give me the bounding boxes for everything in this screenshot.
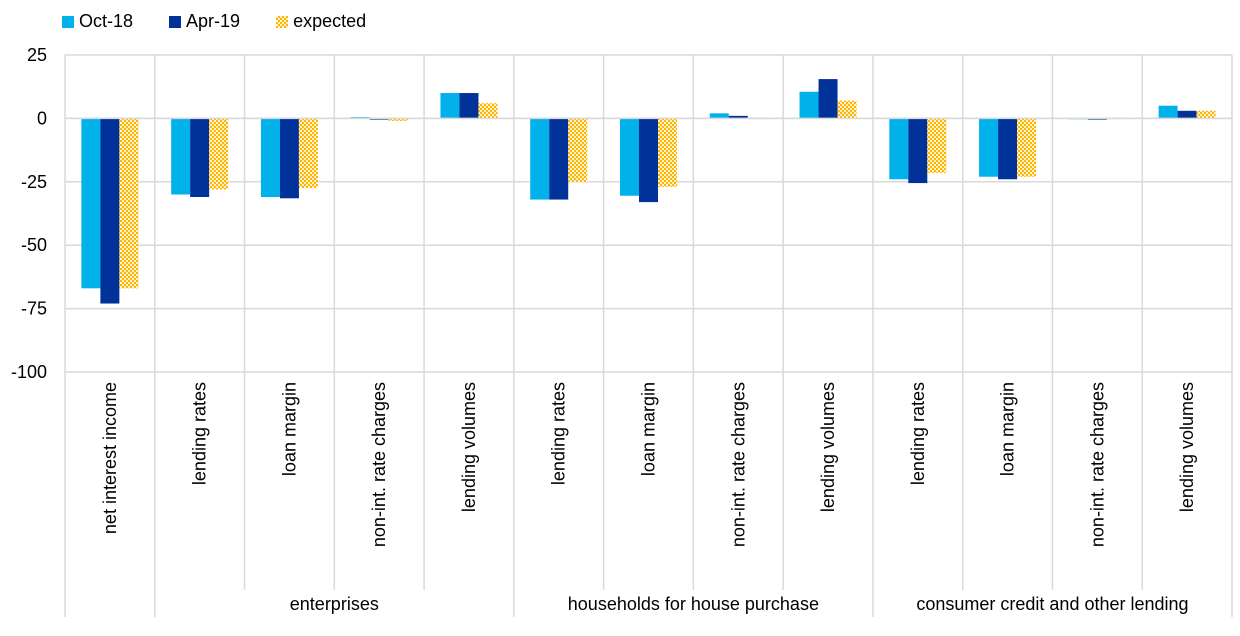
- bar-oct-18: [1158, 105, 1178, 119]
- bar-oct-18: [979, 118, 999, 177]
- legend-swatch: [169, 15, 182, 28]
- bar-oct-18: [440, 93, 460, 119]
- category-label: loan margin: [639, 382, 659, 476]
- bar-expected: [209, 118, 229, 190]
- bar-oct-18: [260, 118, 280, 198]
- bar-apr-19: [908, 118, 928, 184]
- bar-oct-18: [620, 118, 639, 196]
- bar-apr-19: [998, 118, 1018, 180]
- legend-item: Apr-19: [169, 11, 240, 32]
- legend-item: expected: [276, 11, 366, 32]
- bar-expected: [1196, 110, 1216, 119]
- bar-apr-19: [639, 118, 658, 203]
- category-label: lending rates: [190, 382, 210, 485]
- category-label: non-int. rate charges: [728, 382, 748, 547]
- bar-apr-19: [190, 118, 210, 198]
- bar-apr-19: [459, 93, 479, 119]
- bar-expected: [119, 118, 139, 289]
- category-label: lending volumes: [1177, 382, 1197, 512]
- category-label: lending volumes: [818, 382, 838, 512]
- y-tick-label: -100: [11, 362, 47, 382]
- legend-swatch: [62, 15, 74, 28]
- bar-expected: [568, 118, 588, 182]
- y-tick-label: 25: [27, 45, 47, 65]
- bar-expected: [298, 118, 318, 189]
- bar-apr-19: [818, 79, 838, 119]
- legend-label: expected: [293, 11, 367, 31]
- category-label: loan margin: [998, 382, 1018, 476]
- y-tick-label: -75: [21, 299, 47, 319]
- bar-apr-19: [279, 118, 299, 199]
- category-label: loan margin: [279, 382, 299, 476]
- bar-apr-19: [1177, 110, 1197, 119]
- legend-label: Apr-19: [186, 11, 241, 31]
- category-label: net interest income: [100, 382, 120, 534]
- legend-swatch: [276, 15, 289, 28]
- bar-oct-18: [799, 91, 819, 119]
- chart-legend: Oct-18 Apr-19 expected: [62, 11, 402, 32]
- y-tick-label: -25: [21, 172, 47, 192]
- category-label: lending rates: [549, 382, 569, 485]
- bar-oct-18: [171, 118, 191, 195]
- legend-label: Oct-18: [79, 11, 134, 31]
- bar-oct-18: [530, 118, 550, 200]
- bar-expected: [837, 100, 857, 119]
- bar-expected: [658, 118, 677, 187]
- bar-oct-18: [709, 113, 729, 119]
- bar-oct-18: [81, 118, 101, 289]
- group-label: consumer credit and other lending: [916, 594, 1188, 614]
- bar-apr-19: [100, 118, 120, 304]
- bar-expected: [388, 118, 408, 121]
- bar-apr-19: [549, 118, 569, 200]
- category-label: non-int. rate charges: [1087, 382, 1107, 547]
- category-label: lending volumes: [459, 382, 479, 512]
- category-label: non-int. rate charges: [369, 382, 389, 547]
- bar-expected: [927, 118, 947, 173]
- group-label: households for house purchase: [568, 594, 819, 614]
- y-tick-label: 0: [37, 108, 47, 128]
- bar-expected: [478, 103, 498, 119]
- bar-apr-19: [728, 115, 748, 119]
- bar-oct-18: [889, 118, 909, 180]
- category-label: lending rates: [908, 382, 928, 485]
- bar-expected: [1017, 118, 1037, 177]
- y-tick-label: -50: [21, 235, 47, 255]
- group-label: enterprises: [290, 594, 379, 614]
- legend-item: Oct-18: [62, 11, 133, 32]
